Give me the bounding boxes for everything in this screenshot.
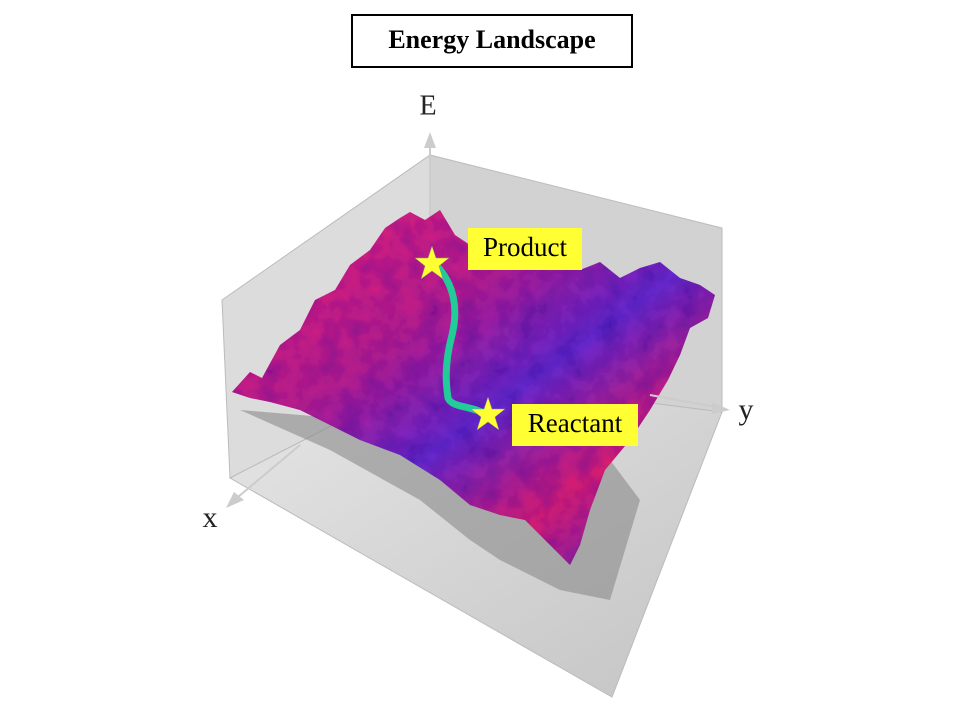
reactant-label: Reactant bbox=[528, 408, 623, 438]
product-box bbox=[468, 228, 582, 270]
arrow bbox=[712, 402, 730, 414]
product-label: Product bbox=[483, 232, 567, 262]
x-axis bbox=[231, 444, 301, 503]
reactant-star bbox=[470, 396, 506, 431]
product-star bbox=[414, 245, 450, 280]
title-box bbox=[351, 14, 633, 68]
arrow bbox=[226, 492, 244, 508]
axis-label-y: y bbox=[739, 393, 754, 426]
title: Energy Landscape bbox=[388, 25, 595, 54]
reactant-box bbox=[512, 404, 638, 446]
reaction-path bbox=[432, 261, 492, 419]
energy-surface bbox=[232, 210, 715, 565]
axis-label-x: x bbox=[203, 501, 218, 534]
arrow bbox=[424, 132, 436, 148]
axis-label-e: E bbox=[419, 90, 436, 121]
shadow bbox=[240, 410, 640, 600]
y-axis bbox=[649, 394, 723, 409]
